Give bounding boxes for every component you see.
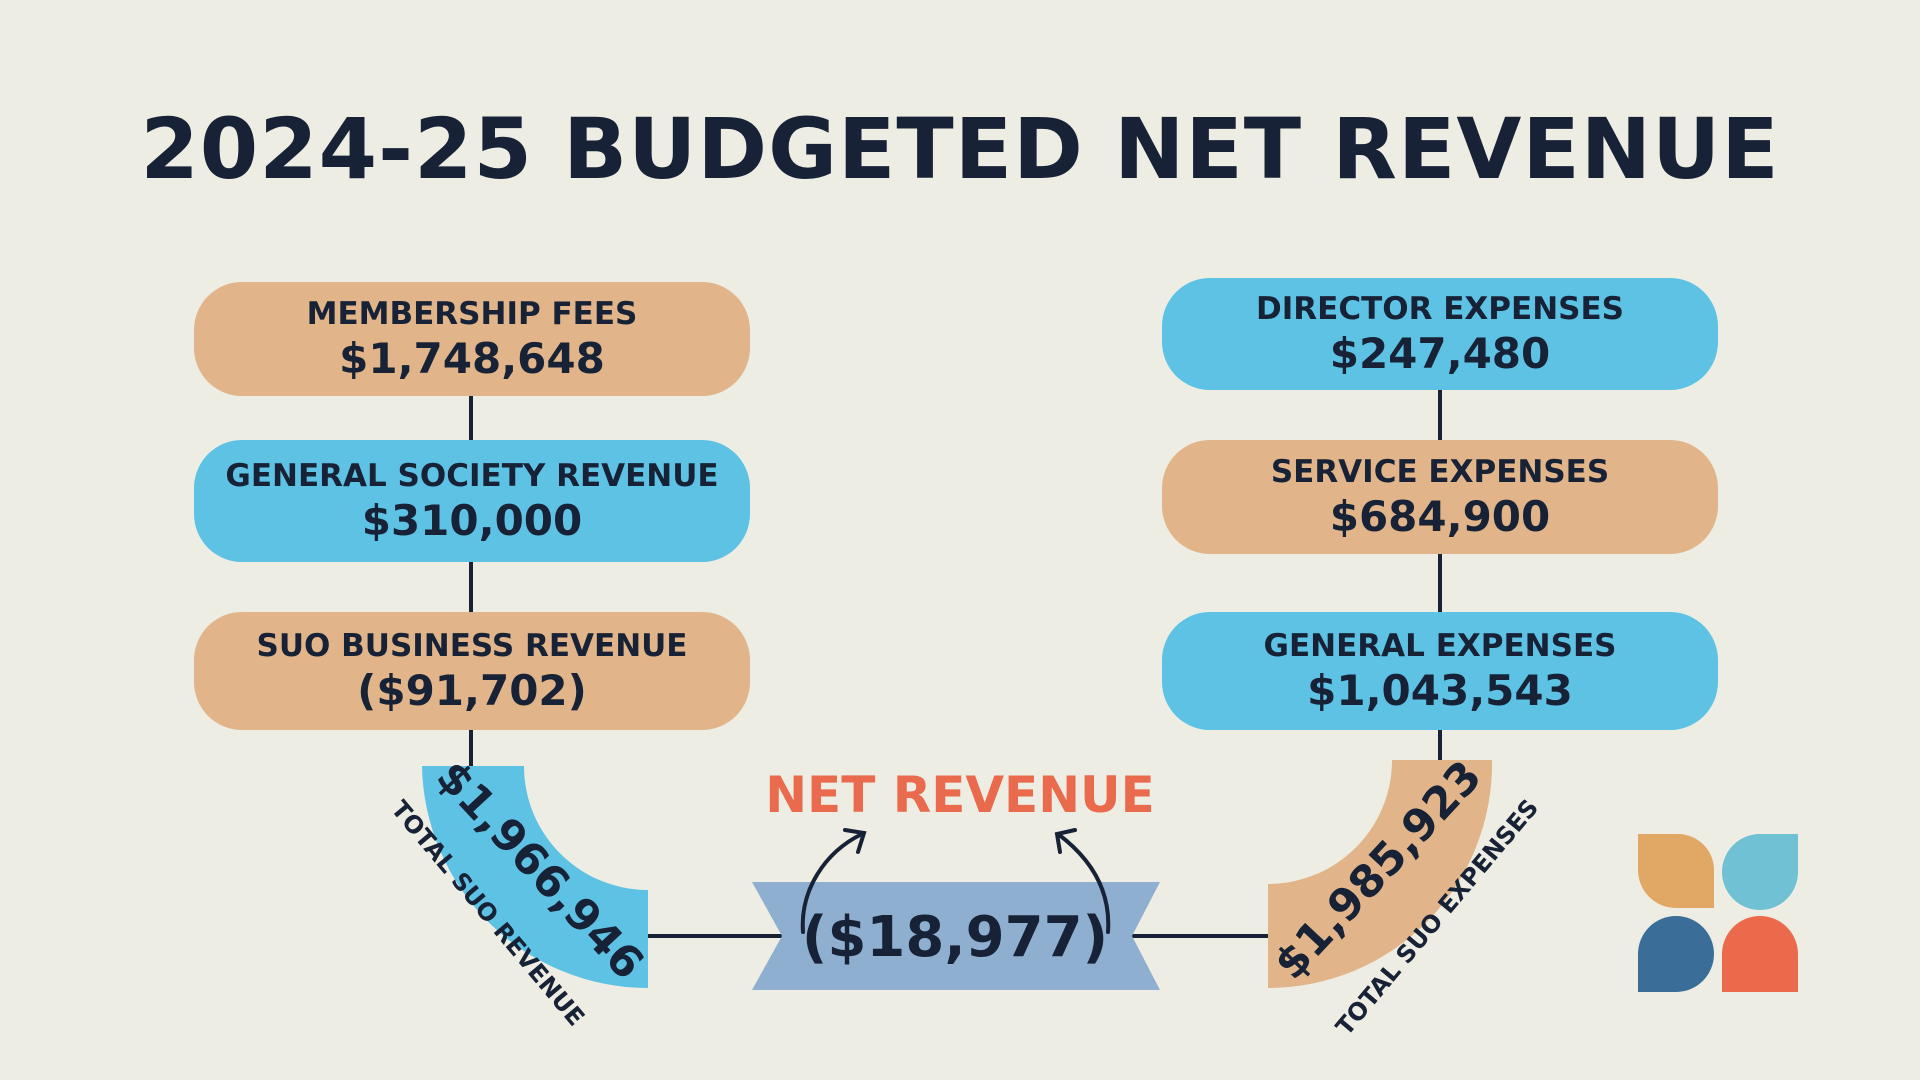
membership-fees-box: MEMBERSHIP FEES $1,748,648 xyxy=(194,282,750,396)
director-expenses-value: $247,480 xyxy=(1329,329,1551,378)
connector-lines xyxy=(469,390,1442,938)
director-expenses-box: DIRECTOR EXPENSES $247,480 xyxy=(1162,278,1718,390)
service-expenses-value: $684,900 xyxy=(1329,492,1551,541)
suo-business-revenue-value: ($91,702) xyxy=(357,666,587,715)
service-expenses-box: SERVICE EXPENSES $684,900 xyxy=(1162,440,1718,554)
membership-fees-value: $1,748,648 xyxy=(339,334,605,383)
suo-business-revenue-box: SUO BUSINESS REVENUE ($91,702) xyxy=(194,612,750,730)
general-society-revenue-label: GENERAL SOCIETY REVENUE xyxy=(225,458,719,494)
general-expenses-label: GENERAL EXPENSES xyxy=(1263,628,1617,664)
director-expenses-label: DIRECTOR EXPENSES xyxy=(1256,291,1624,327)
net-revenue-ribbon xyxy=(752,882,1160,990)
curved-arrows xyxy=(800,828,1111,934)
four-petal-logo-icon xyxy=(1638,834,1798,992)
general-expenses-value: $1,043,543 xyxy=(1307,666,1573,715)
general-society-revenue-value: $310,000 xyxy=(361,496,583,545)
general-society-revenue-box: GENERAL SOCIETY REVENUE $310,000 xyxy=(194,440,750,562)
membership-fees-label: MEMBERSHIP FEES xyxy=(306,296,638,332)
net-revenue-label: NET REVENUE xyxy=(765,766,1155,824)
total-expenses-arc xyxy=(1268,760,1493,989)
service-expenses-label: SERVICE EXPENSES xyxy=(1270,454,1610,490)
suo-business-revenue-label: SUO BUSINESS REVENUE xyxy=(256,628,688,664)
page-title: 2024-25 BUDGETED NET REVENUE xyxy=(140,100,1780,198)
general-expenses-box: GENERAL EXPENSES $1,043,543 xyxy=(1162,612,1718,730)
net-revenue-value: ($18,977) xyxy=(802,905,1108,970)
total-revenue-arc xyxy=(422,766,648,988)
